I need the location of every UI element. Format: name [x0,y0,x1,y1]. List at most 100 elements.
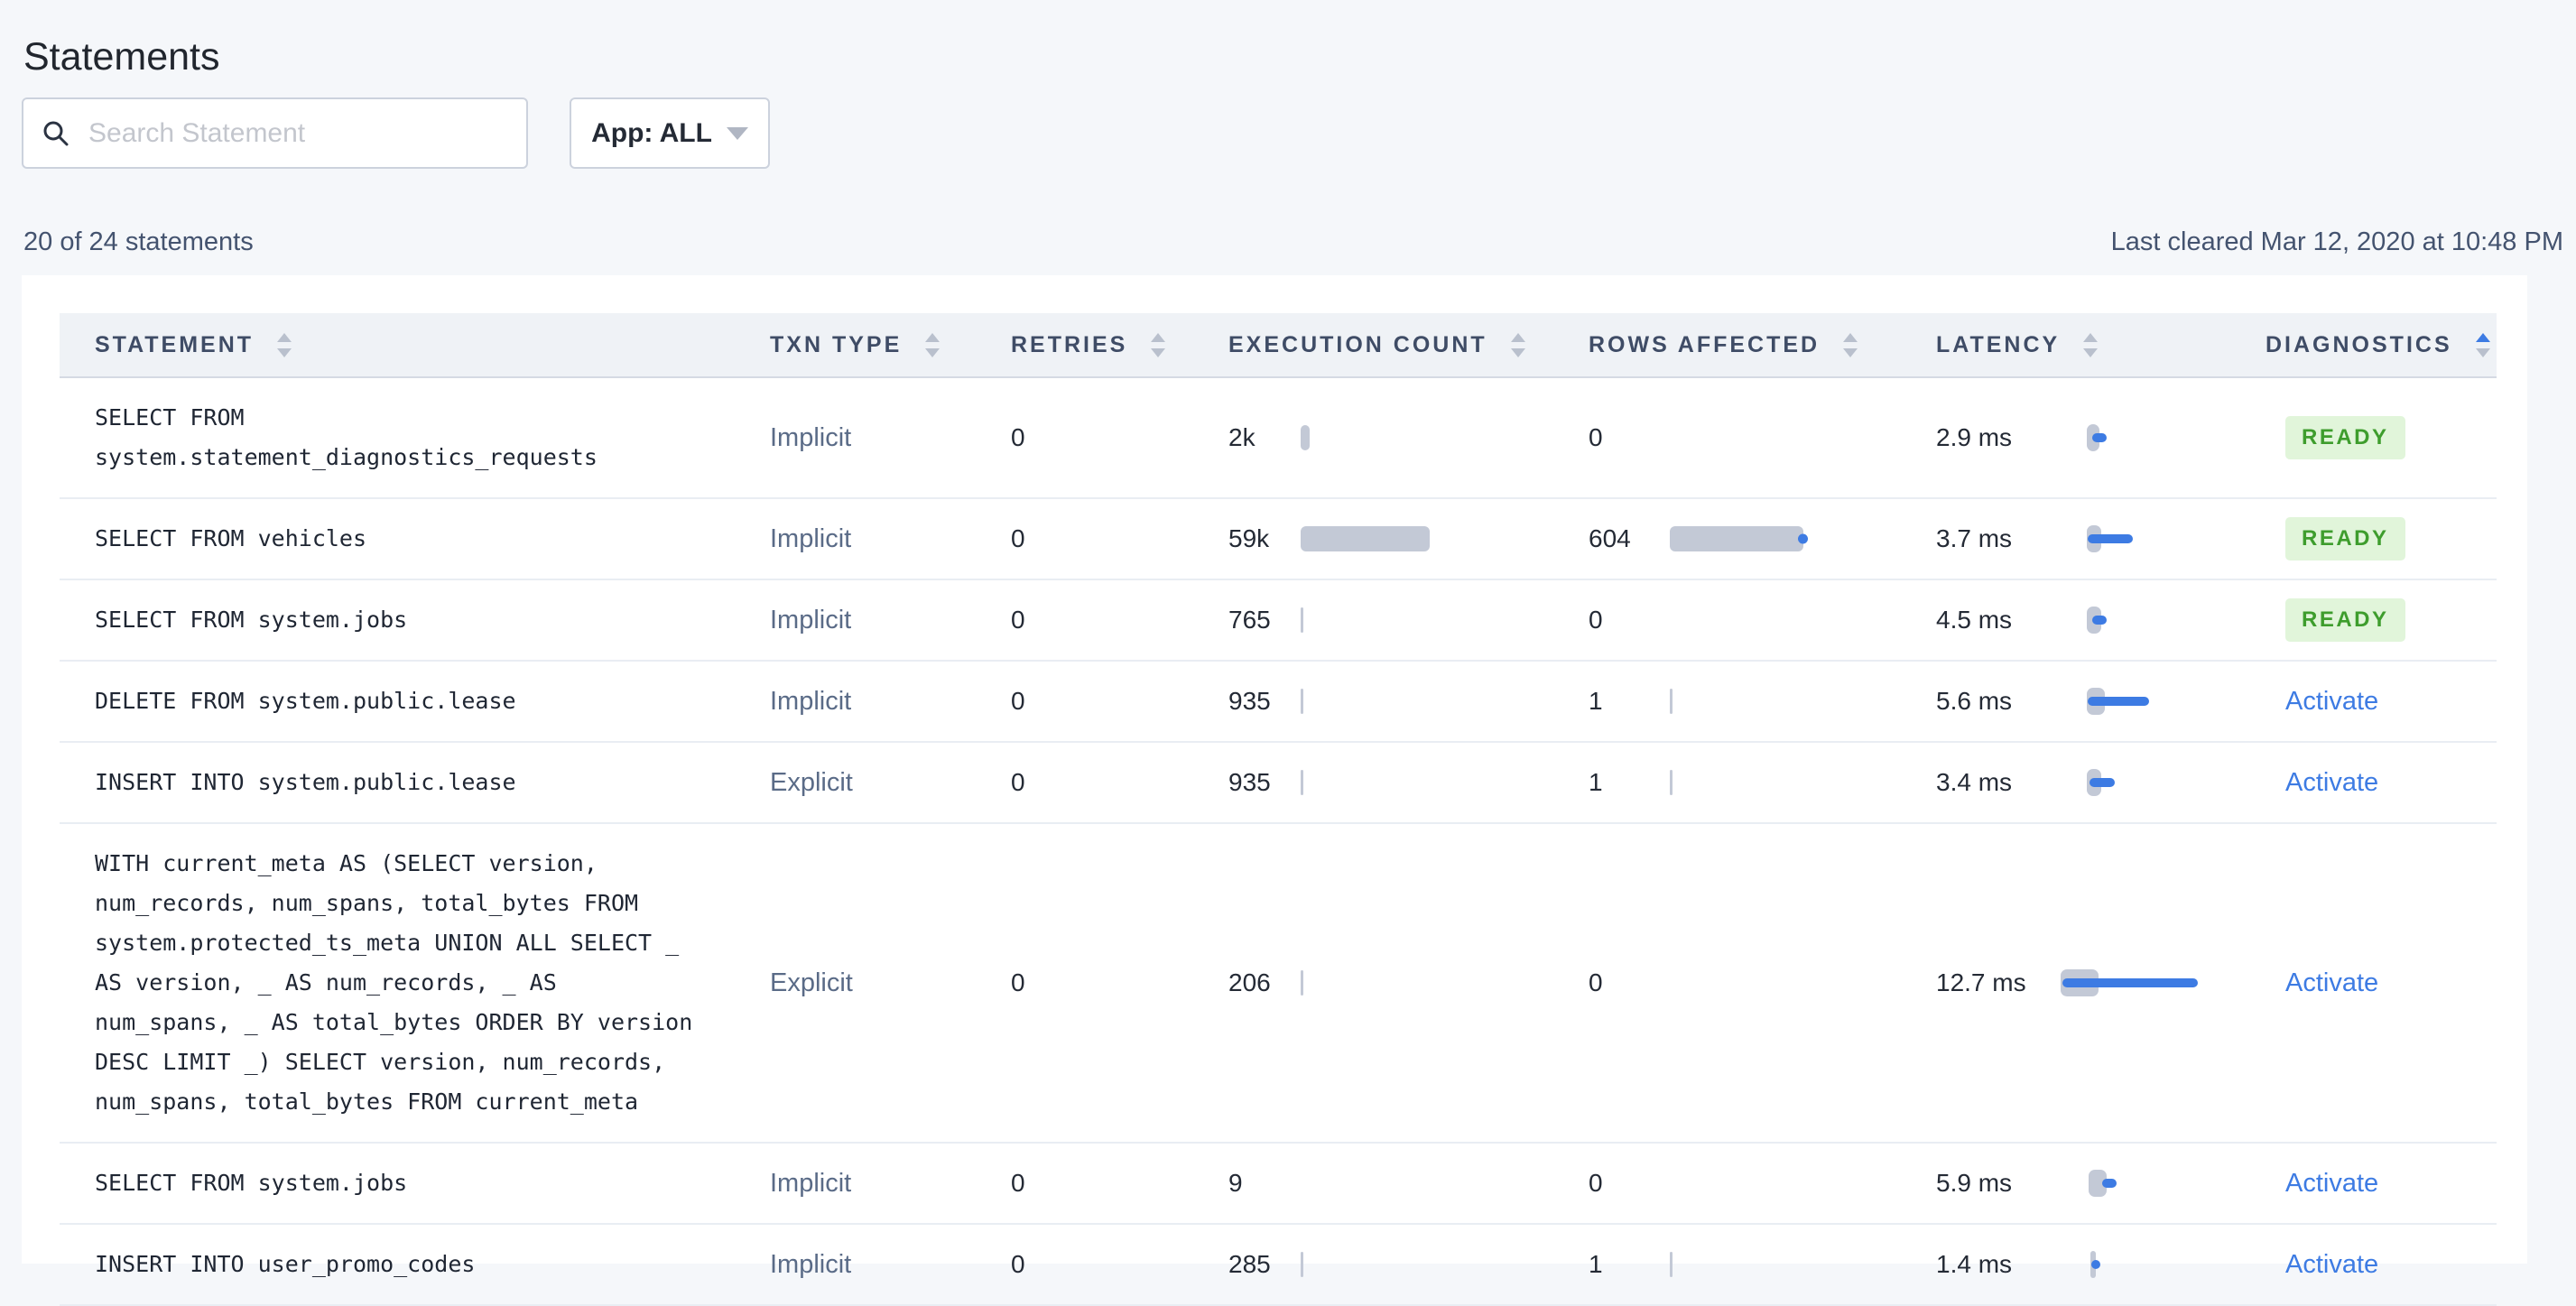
txn-type-cell: Implicit [770,686,852,716]
latency-value: 5.9 ms [1936,1169,2013,1197]
ready-badge[interactable]: READY [2285,416,2405,459]
column-header-latency[interactable]: LATENCY [1936,332,2266,358]
execution-count-cell: 285 [1228,1241,1589,1288]
rows-affected-value: 0 [1589,968,1603,996]
txn-type-cell: Implicit [770,523,852,553]
rows-affected-value: 0 [1589,1169,1603,1197]
activate-link[interactable]: Activate [2285,1168,2379,1198]
rows-affected-value: 1 [1589,1250,1603,1278]
diagnostics-cell: Activate [2266,1250,2497,1280]
execution-count-bar [1301,607,1303,633]
latency-value: 3.4 ms [1936,768,2013,796]
execution-count-bar [1301,770,1303,795]
txn-type-cell: Implicit [770,1168,852,1198]
statements-count: 20 of 24 statements [23,227,254,256]
search-icon [43,121,69,145]
rows-affected-value: 1 [1589,768,1603,796]
column-header-txn-type[interactable]: TXN TYPE [770,332,1011,358]
search-input[interactable] [87,116,508,150]
activate-link[interactable]: Activate [2285,686,2379,716]
latency-bar [2092,433,2107,442]
ready-badge[interactable]: READY [2285,517,2405,560]
diagnostics-cell: READY [2266,517,2497,560]
diagnostics-cell: READY [2266,598,2497,642]
table-row: DELETE FROM system.public.lease Implicit… [60,662,2497,743]
content-card: STATEMENT TXN TYPE RETRIES EXECUTION COU… [22,275,2527,1306]
execution-count-value: 59k [1228,524,1270,552]
statement-cell[interactable]: INSERT INTO system.public.lease [95,769,516,795]
diagnostics-cell: Activate [2266,968,2497,998]
rows-affected-value: 0 [1589,606,1603,634]
sort-arrows-icon [2475,332,2490,357]
table-row: SELECT FROM system.jobs Implicit 0 9 0 5… [60,1144,2497,1225]
ready-badge[interactable]: READY [2285,598,2405,642]
caret-down-icon [726,126,748,140]
column-header-rows-affected[interactable]: ROWS AFFECTED [1589,332,1936,358]
statement-cell[interactable]: SELECT FROM system.jobs [95,1170,408,1196]
latency-bar [2088,534,2133,543]
statement-cell[interactable]: INSERT INTO user_promo_codes [95,1251,476,1277]
latency-bar [2091,1260,2100,1269]
execution-count-value: 2k [1228,423,1256,451]
diagnostics-cell: Activate [2266,1169,2497,1199]
execution-count-cell: 765 [1228,597,1589,644]
app-filter-button[interactable]: App: ALL [570,97,770,169]
execution-count-cell: 9 [1228,1160,1589,1207]
diagnostics-cell: READY [2266,416,2497,459]
diagnostics-cell: Activate [2266,687,2497,717]
column-header-execution-count[interactable]: EXECUTION COUNT [1228,332,1589,358]
retries-cell: 0 [1011,687,1025,715]
execution-count-cell: 59k [1228,515,1589,562]
retries-cell: 0 [1011,423,1025,451]
activate-link[interactable]: Activate [2285,767,2379,797]
execution-count-cell: 2k [1228,414,1589,461]
rows-affected-cell: 1 [1589,678,1936,725]
activate-link[interactable]: Activate [2285,968,2379,997]
latency-stddev-marker [2089,1170,2107,1197]
table-row: INSERT INTO user_promo_codes Implicit 0 … [60,1225,2497,1306]
latency-cell: 4.5 ms [1936,597,2266,644]
execution-count-value: 765 [1228,606,1271,634]
retries-cell: 0 [1011,1250,1025,1278]
execution-count-bar [1301,970,1303,996]
rows-affected-bar [1670,526,1803,551]
sort-arrows-icon [925,332,941,357]
statement-cell[interactable]: WITH current_meta AS (SELECT version, nu… [95,850,693,1115]
latency-value: 12.7 ms [1936,968,2026,996]
txn-type-cell: Implicit [770,422,852,452]
table-row: WITH current_meta AS (SELECT version, nu… [60,824,2497,1144]
sort-arrows-icon [1151,332,1166,357]
column-header-statement[interactable]: STATEMENT [60,332,770,358]
txn-type-cell: Implicit [770,1249,852,1279]
table-row: INSERT INTO system.public.lease Explicit… [60,743,2497,824]
last-cleared-text: Last cleared Mar 12, 2020 at 10:48 PM [2110,227,2563,256]
table-row: SELECT FROM system.statement_diagnostics… [60,378,2497,499]
app-filter-label: App: ALL [591,117,712,148]
column-header-retries[interactable]: RETRIES [1011,332,1228,358]
latency-value: 3.7 ms [1936,524,2013,552]
statement-cell[interactable]: DELETE FROM system.public.lease [95,688,516,714]
execution-count-cell: 935 [1228,759,1589,806]
rows-affected-cell: 0 [1589,597,1936,644]
execution-count-value: 9 [1228,1169,1243,1197]
retries-cell: 0 [1011,1169,1025,1197]
table-header-row: STATEMENT TXN TYPE RETRIES EXECUTION COU… [60,313,2497,378]
execution-count-value: 935 [1228,768,1271,796]
retries-cell: 0 [1011,968,1025,996]
execution-count-value: 935 [1228,687,1271,715]
sort-arrows-icon [1843,332,1858,357]
column-header-diagnostics[interactable]: DIAGNOSTICS [2266,332,2497,358]
latency-bar [2088,697,2149,706]
latency-bar [2092,616,2107,625]
table-body: SELECT FROM system.statement_diagnostics… [60,378,2497,1306]
rows-affected-cell: 0 [1589,1160,1936,1207]
execution-count-bar [1301,689,1303,714]
statement-cell[interactable]: SELECT FROM vehicles [95,525,367,551]
statement-cell[interactable]: SELECT FROM system.jobs [95,607,408,633]
latency-cell: 3.7 ms [1936,515,2266,562]
latency-cell: 3.4 ms [1936,759,2266,806]
statement-cell[interactable]: SELECT FROM system.statement_diagnostics… [95,404,598,470]
latency-cell: 1.4 ms [1936,1241,2266,1288]
rows-affected-cell: 604 [1589,515,1936,562]
activate-link[interactable]: Activate [2285,1249,2379,1279]
